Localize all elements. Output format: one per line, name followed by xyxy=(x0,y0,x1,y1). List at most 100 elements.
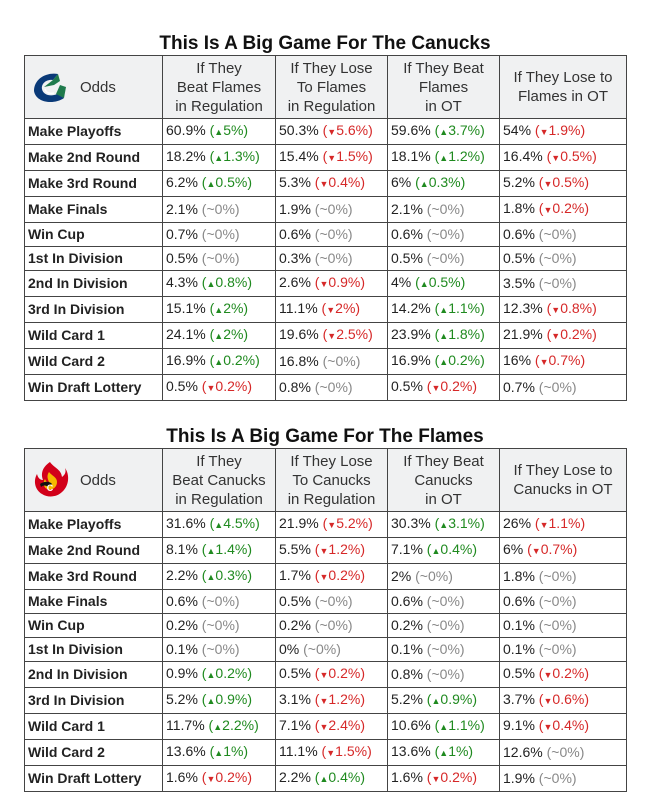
table-header-row: Odds If They Beat Flames in Regulation If … xyxy=(24,55,627,119)
row-label: Win Draft Lottery xyxy=(24,765,163,792)
table-row: Make Finals 2.1% (~0%) 1.9% (~0%) 2.1% (~0%… xyxy=(24,196,627,223)
odds-change: 0.9% xyxy=(215,691,248,707)
odds-value: 1.6% xyxy=(166,769,198,785)
odds-value: 13.6% xyxy=(391,743,431,759)
arrow-down-icon: ▼ xyxy=(543,722,553,732)
odds-value: 0.5% xyxy=(503,665,535,681)
arrow-up-icon: ▲ xyxy=(419,179,429,189)
row-label: Make 2nd Round xyxy=(24,144,163,171)
arrow-down-icon: ▼ xyxy=(319,696,329,706)
odds-change: 0.6% xyxy=(552,691,585,707)
odds-cell: 1.9% (~0%) xyxy=(499,765,627,792)
odds-change: ~0% xyxy=(206,201,235,217)
odds-change: 0.4% xyxy=(552,717,585,733)
odds-cell: 6.2% (▲0.5%) xyxy=(162,170,276,197)
table-row: Win Draft Lottery 1.6% (▼0.2%) 2.2% (▲0.4%… xyxy=(24,765,627,792)
odds-value: 31.6% xyxy=(166,515,206,531)
arrow-up-icon: ▲ xyxy=(439,722,449,732)
odds-change: 0.8% xyxy=(215,274,248,290)
canucks-section: This Is A Big Game For The Canucks Odds xyxy=(24,33,627,401)
odds-value: 3.5% xyxy=(503,275,535,291)
odds-value: 5.2% xyxy=(166,691,198,707)
odds-cell: 2.1% (~0%) xyxy=(162,196,276,223)
odds-cell: 0.2% (~0%) xyxy=(162,613,276,638)
odds-cell: 2.2% (▲0.4%) xyxy=(275,765,388,792)
odds-value: 1.9% xyxy=(279,201,311,217)
odds-cell: 5.3% (▼0.4%) xyxy=(275,170,388,197)
row-label: Wild Card 1 xyxy=(24,713,163,740)
odds-change: ~0% xyxy=(206,641,235,657)
odds-cell: 9.1% (▼0.4%) xyxy=(499,713,627,740)
odds-change: 2.4% xyxy=(328,717,361,733)
odds-cell: 8.1% (▲1.4%) xyxy=(162,537,276,564)
odds-cell: 5.5% (▼1.2%) xyxy=(275,537,388,564)
arrow-down-icon: ▼ xyxy=(431,383,441,393)
arrow-up-icon: ▲ xyxy=(214,127,224,137)
arrow-down-icon: ▼ xyxy=(327,127,337,137)
odds-value: 11.1% xyxy=(279,300,318,316)
col-header-beat-ot: If They Beat Flames in OT xyxy=(387,55,500,119)
odds-change: ~0% xyxy=(419,568,449,584)
arrow-down-icon: ▼ xyxy=(543,670,553,680)
odds-cell: 11.1% (▼1.5%) xyxy=(275,739,388,766)
row-label: Make Finals xyxy=(24,589,163,614)
arrow-up-icon: ▲ xyxy=(214,153,224,163)
odds-value: 12.6% xyxy=(503,744,543,760)
odds-cell: 7.1% (▲0.4%) xyxy=(387,537,500,564)
odds-cell: 4.3% (▲0.8%) xyxy=(162,270,276,297)
arrow-down-icon: ▼ xyxy=(543,696,553,706)
col-header-lose-reg: If They Lose To Flames in Regulation xyxy=(275,55,388,119)
odds-change: ~0% xyxy=(431,666,460,682)
odds-value: 0.6% xyxy=(166,593,198,609)
odds-value: 2.2% xyxy=(279,769,311,785)
odds-value: 0.2% xyxy=(279,617,311,633)
odds-change: 2% xyxy=(223,326,244,342)
odds-change: 0.2% xyxy=(440,378,473,394)
odds-cell: 3.5% (~0%) xyxy=(499,270,627,297)
odds-change: ~0% xyxy=(319,226,348,242)
odds-cell: 23.9% (▲1.8%) xyxy=(387,322,500,349)
odds-cell: 24.1% (▲2%) xyxy=(162,322,276,349)
odds-change: 0.5% xyxy=(552,174,585,190)
row-label: Make Playoffs xyxy=(24,511,163,538)
arrow-down-icon: ▼ xyxy=(319,279,329,289)
odds-change: 0.2% xyxy=(552,665,585,681)
row-label: Make Playoffs xyxy=(24,118,163,145)
odds-value: 2% xyxy=(391,568,412,584)
arrow-down-icon: ▼ xyxy=(319,546,329,556)
odds-value: 2.1% xyxy=(166,201,198,217)
odds-change: ~0% xyxy=(543,593,572,609)
table-row: Make Playoffs 60.9% (▲5%) 50.3% (▼5.6%) 59.… xyxy=(24,118,627,145)
odds-change: 0.7% xyxy=(548,352,581,368)
odds-value: 0.5% xyxy=(279,665,311,681)
odds-change: 3.1% xyxy=(448,515,481,531)
odds-value: 1.9% xyxy=(503,770,535,786)
odds-change: 2% xyxy=(335,300,356,316)
table-row: 2nd In Division 0.9% (▲0.2%) 0.5% (▼0.2%) 0… xyxy=(24,661,627,688)
odds-value: 9.1% xyxy=(503,717,535,733)
odds-change: 1.4% xyxy=(215,541,248,557)
odds-cell: 6% (▼0.7%) xyxy=(499,537,627,564)
odds-value: 16.4% xyxy=(503,148,543,164)
arrow-down-icon: ▼ xyxy=(319,179,329,189)
odds-value: 13.6% xyxy=(166,743,206,759)
odds-change: ~0% xyxy=(543,568,572,584)
arrow-up-icon: ▲ xyxy=(214,331,224,341)
odds-value: 2.6% xyxy=(279,274,311,290)
odds-cell: 5.2% (▲0.9%) xyxy=(162,687,276,714)
odds-change: 5% xyxy=(223,122,244,138)
odds-cell: 1.6% (▼0.2%) xyxy=(387,765,500,792)
arrow-up-icon: ▲ xyxy=(439,331,449,341)
arrow-up-icon: ▲ xyxy=(439,520,449,530)
flames-logo-icon: C xyxy=(34,462,69,497)
odds-change: 0.4% xyxy=(328,174,361,190)
table-row: Win Cup 0.7% (~0%) 0.6% (~0%) 0.6% (~0%) 0.6… xyxy=(24,222,627,247)
odds-change: 1% xyxy=(448,743,469,759)
odds-value: 0.1% xyxy=(503,617,535,633)
odds-change: 1.1% xyxy=(448,717,481,733)
table-row: 2nd In Division 4.3% (▲0.8%) 2.6% (▼0.9%) 4… xyxy=(24,270,627,297)
row-label: 3rd In Division xyxy=(24,296,163,323)
arrow-down-icon: ▼ xyxy=(539,357,549,367)
odds-cell: 16.9% (▲0.2%) xyxy=(387,348,500,375)
odds-value: 7.1% xyxy=(279,717,311,733)
